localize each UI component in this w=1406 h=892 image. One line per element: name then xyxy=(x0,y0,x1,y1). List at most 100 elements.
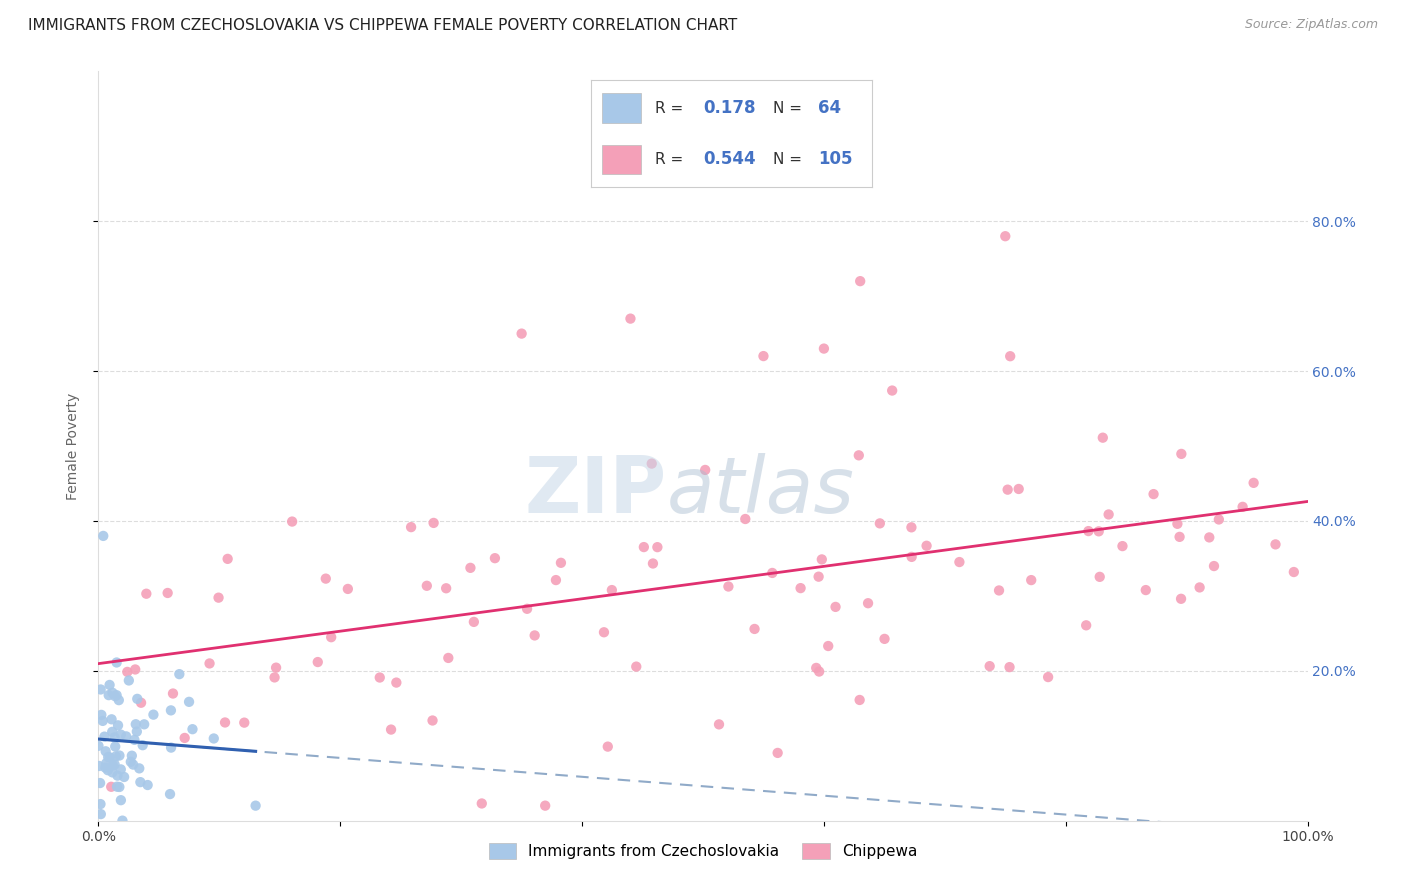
Point xyxy=(87,739,110,753)
Text: ZIP: ZIP xyxy=(524,453,666,529)
Point xyxy=(1232,500,1254,514)
Point xyxy=(136,778,159,792)
Point xyxy=(173,731,195,745)
Point xyxy=(1036,670,1059,684)
Point xyxy=(90,707,112,722)
Point xyxy=(633,540,655,554)
Point xyxy=(104,689,127,703)
Point xyxy=(107,769,129,783)
Point xyxy=(162,686,184,700)
Point xyxy=(761,566,783,580)
Text: atlas: atlas xyxy=(666,453,855,529)
Text: N =: N = xyxy=(773,101,803,116)
Point xyxy=(811,552,834,566)
Text: N =: N = xyxy=(773,152,803,167)
Point xyxy=(104,739,127,754)
Point xyxy=(103,731,125,745)
Point xyxy=(1077,524,1099,538)
Point xyxy=(789,581,811,595)
Point xyxy=(516,602,538,616)
Point xyxy=(900,549,922,564)
Point xyxy=(105,688,128,702)
Point xyxy=(233,715,256,730)
Point xyxy=(998,349,1021,363)
Point xyxy=(101,724,124,739)
Point xyxy=(523,628,546,642)
FancyBboxPatch shape xyxy=(602,93,641,123)
Point xyxy=(98,750,121,764)
Point xyxy=(181,722,204,736)
Legend: Immigrants from Czechoslovakia, Chippewa: Immigrants from Czechoslovakia, Chippewa xyxy=(482,838,924,865)
Point xyxy=(510,326,533,341)
Point xyxy=(460,561,482,575)
Point xyxy=(160,703,183,717)
Point xyxy=(807,570,830,584)
Point xyxy=(91,714,114,728)
Point xyxy=(135,587,157,601)
Point xyxy=(127,691,149,706)
Point xyxy=(105,656,128,670)
Point xyxy=(849,274,872,288)
Point xyxy=(101,765,124,780)
Point xyxy=(641,557,664,571)
Point xyxy=(882,384,904,398)
Point xyxy=(111,814,134,828)
Point xyxy=(1142,487,1164,501)
Point xyxy=(110,728,132,742)
Point xyxy=(98,678,121,692)
Point xyxy=(108,748,131,763)
Point xyxy=(89,759,111,773)
Point xyxy=(1088,570,1111,584)
Point xyxy=(641,457,664,471)
Point xyxy=(900,520,922,534)
Point xyxy=(177,695,200,709)
Point xyxy=(108,780,131,794)
Y-axis label: Female Poverty: Female Poverty xyxy=(66,392,80,500)
Point xyxy=(104,757,127,772)
Point xyxy=(115,730,138,744)
Point xyxy=(264,660,287,674)
Point xyxy=(380,723,402,737)
Point xyxy=(979,659,1001,673)
Point xyxy=(619,311,641,326)
Point xyxy=(97,763,120,777)
Point xyxy=(129,696,152,710)
Point xyxy=(107,718,129,732)
Point xyxy=(94,744,117,758)
Text: 0.544: 0.544 xyxy=(703,151,755,169)
Point xyxy=(997,483,1019,497)
Point xyxy=(93,730,115,744)
Point xyxy=(813,342,835,356)
Point xyxy=(534,798,557,813)
Point xyxy=(105,780,128,794)
Point xyxy=(1202,559,1225,574)
Point xyxy=(869,516,891,531)
Point xyxy=(848,693,870,707)
Point xyxy=(1087,524,1109,539)
Point xyxy=(647,540,669,554)
Point xyxy=(463,615,485,629)
Point xyxy=(856,596,879,610)
Point xyxy=(315,572,337,586)
Point xyxy=(90,807,112,822)
Point xyxy=(752,349,775,363)
Point xyxy=(1076,618,1098,632)
Point xyxy=(202,731,225,746)
Text: 64: 64 xyxy=(818,99,841,117)
Point xyxy=(717,580,740,594)
Point xyxy=(217,552,239,566)
Point xyxy=(321,630,343,644)
Point xyxy=(596,739,619,754)
Point xyxy=(156,586,179,600)
Point xyxy=(110,763,132,777)
Point xyxy=(1168,530,1191,544)
Point xyxy=(422,516,444,530)
Point xyxy=(100,780,122,794)
Point xyxy=(101,758,124,772)
Point xyxy=(948,555,970,569)
Point xyxy=(695,463,717,477)
Point xyxy=(1135,583,1157,598)
Point xyxy=(744,622,766,636)
Point xyxy=(1264,537,1286,551)
Point xyxy=(416,579,439,593)
